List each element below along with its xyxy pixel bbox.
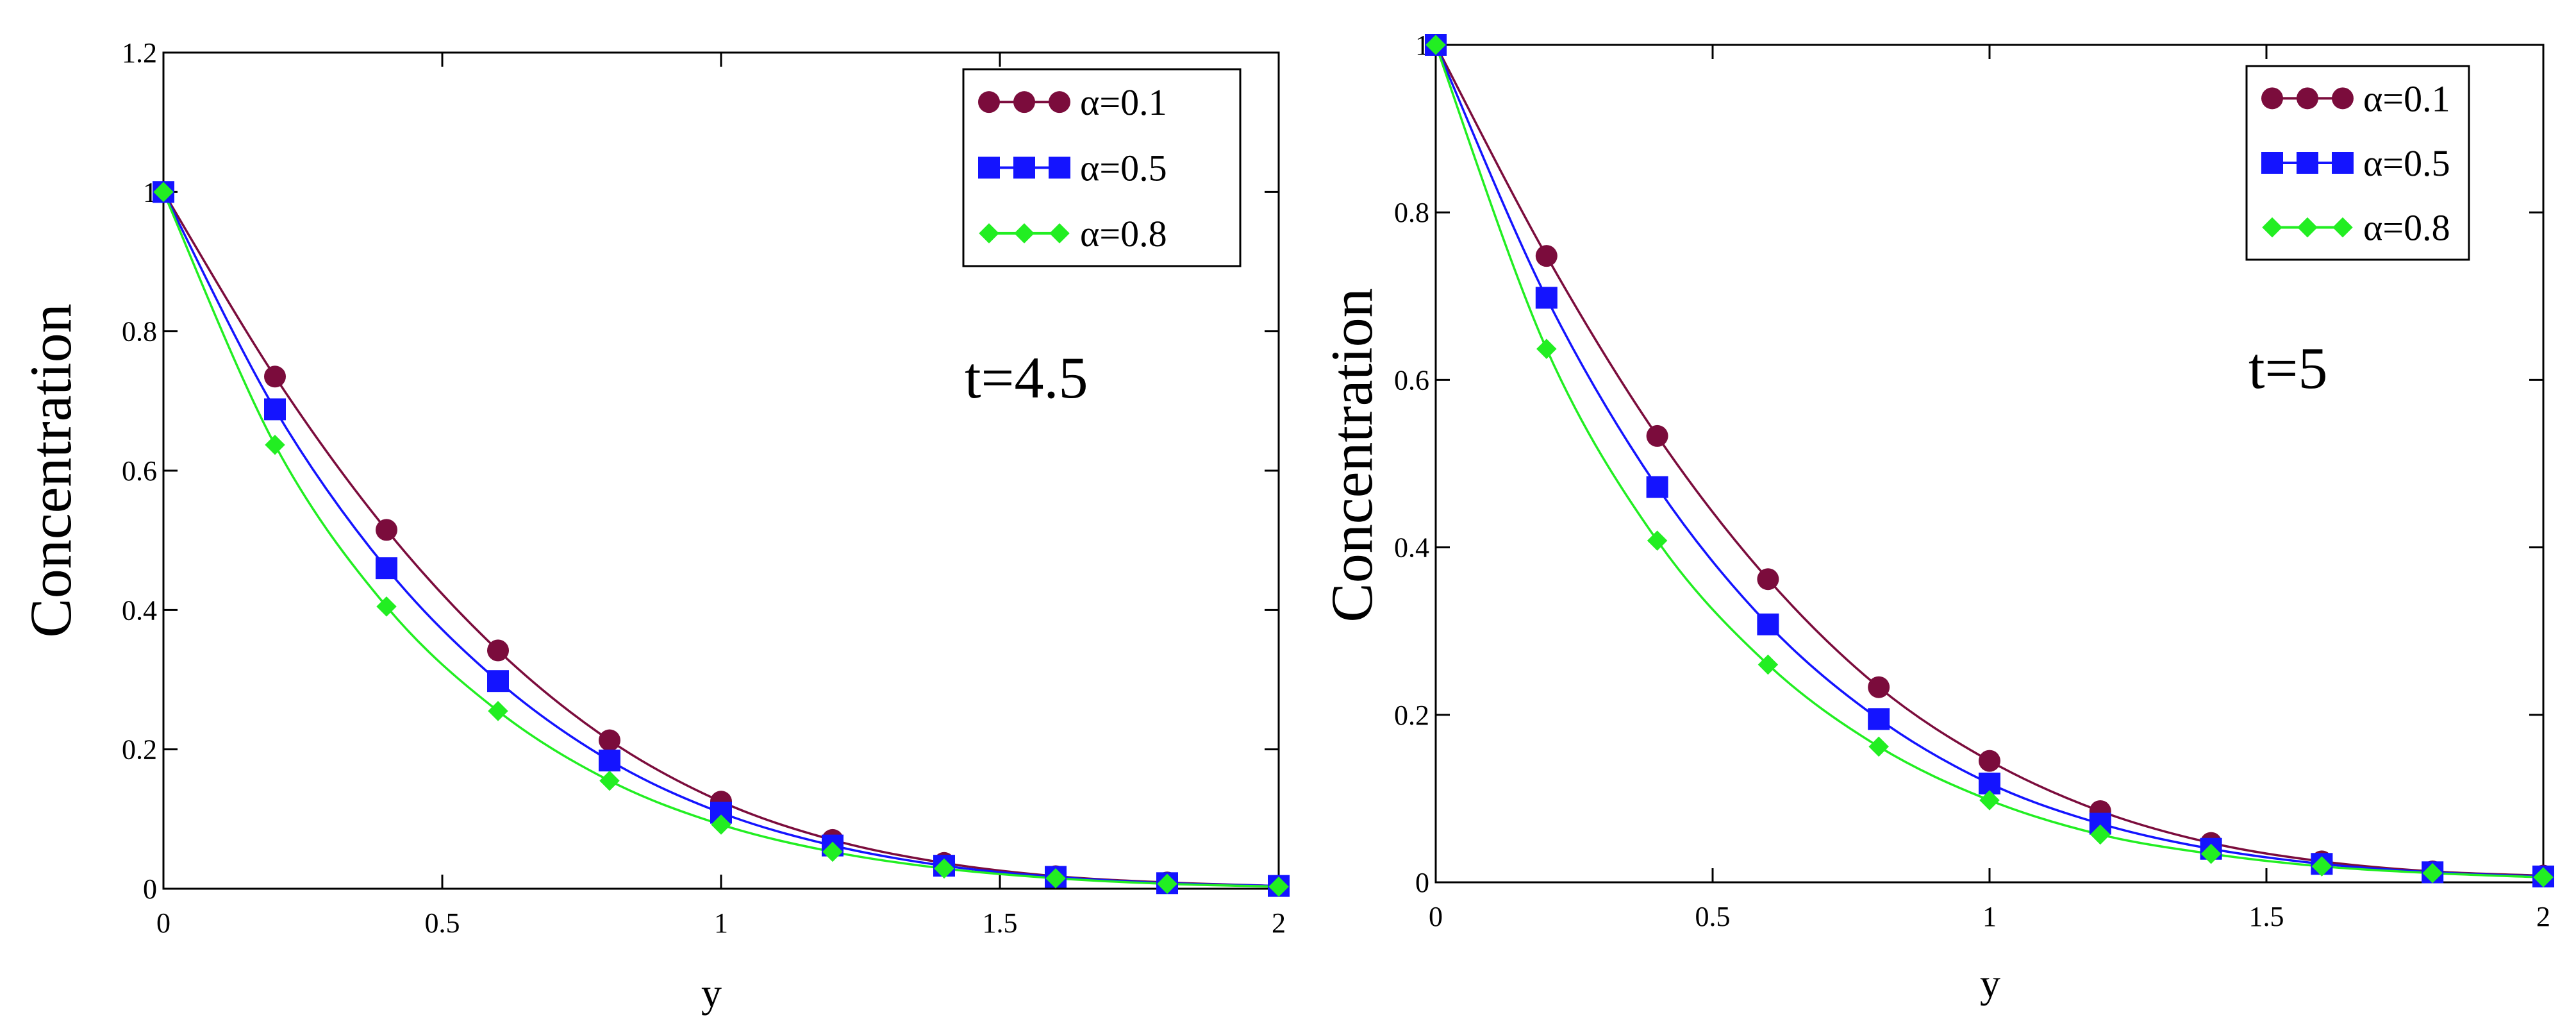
data-point: [1536, 339, 1557, 359]
data-point: [1868, 708, 1890, 730]
y-tick-label: 0.6: [1394, 364, 1429, 396]
x-tick-label: 1: [1982, 901, 1997, 932]
legend-swatch-marker: [978, 91, 1000, 113]
y-tick-label: 0.6: [122, 455, 157, 487]
legend-swatch-marker: [979, 223, 999, 244]
data-point: [599, 750, 620, 772]
y-tick-label: 0.4: [122, 594, 157, 626]
legend-label: α=0.8: [2363, 207, 2450, 249]
x-tick-label: 1: [714, 907, 728, 939]
data-point: [265, 435, 285, 455]
data-point: [487, 670, 509, 693]
chart-panel-right: 00.20.40.60.810 0.5 1 1.5 2Concentrationyt=5…: [1319, 29, 2554, 1006]
data-point: [264, 365, 286, 388]
legend-swatch-marker: [1049, 156, 1070, 179]
x-tick-label: 0.5: [425, 907, 460, 939]
data-point: [1757, 568, 1779, 591]
y-axis-label: Concentration: [18, 303, 83, 637]
x-tick-label: 0: [156, 907, 170, 939]
legend-label: α=0.5: [2363, 142, 2450, 184]
legend-swatch-marker: [2261, 87, 2283, 110]
y-tick-label: 0.8: [1394, 197, 1429, 228]
legend-swatch-marker: [2332, 217, 2353, 238]
data-point: [1868, 736, 1889, 757]
legend-swatch-marker: [1049, 223, 1070, 244]
data-point: [711, 814, 731, 835]
y-tick-label: 0.4: [1394, 532, 1429, 564]
data-point: [1646, 424, 1668, 447]
series-line: [162, 191, 1279, 887]
legend-swatch-marker: [2261, 152, 2283, 174]
data-point: [599, 770, 620, 791]
chart-panel-left: 00.20.40.60.811.20 0.5 1 1.5 2Concentrationy…: [18, 37, 1290, 1016]
data-point: [1268, 876, 1289, 897]
series-line: [162, 191, 1279, 887]
legend-label: α=0.1: [2363, 78, 2450, 119]
legend-label: α=0.5: [1080, 147, 1167, 189]
legend-swatch-marker: [2297, 217, 2318, 238]
data-point: [2533, 867, 2554, 887]
data-point: [1646, 476, 1668, 498]
y-tick-label: 1.2: [122, 37, 157, 69]
time-annotation: t=4.5: [965, 345, 1088, 410]
legend-swatch-marker: [1013, 156, 1035, 179]
y-tick-label: 0.2: [1394, 700, 1429, 731]
legend-swatch-marker: [1013, 91, 1035, 113]
x-tick-label: 2: [1272, 907, 1286, 939]
x-tick-label: 1.5: [2249, 901, 2284, 932]
x-tick-label: 0.5: [1695, 901, 1731, 932]
time-annotation: t=5: [2248, 335, 2327, 401]
data-point: [2311, 856, 2332, 877]
data-point: [822, 841, 843, 862]
data-point: [599, 729, 620, 752]
legend-label: α=0.1: [1080, 81, 1167, 123]
legend-swatch-marker: [2297, 87, 2318, 110]
legend-swatch-marker: [2262, 217, 2282, 238]
data-point: [376, 519, 397, 541]
series-line: [162, 191, 1279, 888]
data-point: [1647, 530, 1668, 551]
data-point: [264, 398, 286, 421]
data-point: [1868, 676, 1890, 698]
legend-label: α=0.8: [1080, 213, 1167, 255]
data-point: [1535, 287, 1558, 309]
data-point: [1425, 35, 1446, 55]
legend-swatch-marker: [978, 156, 1000, 179]
x-axis-label: y: [701, 970, 722, 1016]
legend-swatch-marker: [2297, 152, 2318, 174]
legend-swatch-marker: [2332, 152, 2354, 174]
x-tick-label: 0: [1429, 901, 1443, 932]
x-tick-label: 2: [2536, 901, 2550, 932]
data-point: [376, 557, 397, 580]
legend: α=0.1 α=0.5 α=0.8: [962, 68, 1242, 267]
x-tick-label: 1.5: [983, 907, 1018, 939]
y-tick-label: 0.8: [122, 316, 157, 348]
data-point: [376, 596, 397, 617]
data-point: [1045, 868, 1066, 889]
legend-swatch-marker: [1014, 223, 1035, 244]
data-point: [2422, 862, 2443, 884]
data-point: [487, 639, 509, 662]
y-tick-label: 0: [143, 873, 157, 905]
data-point: [2090, 824, 2111, 845]
data-point: [1979, 790, 2000, 810]
data-point: [488, 701, 508, 721]
data-point: [2200, 843, 2222, 864]
x-axis-label: y: [1980, 961, 2000, 1006]
legend-swatch-marker: [2332, 87, 2354, 110]
data-point: [1979, 750, 2000, 772]
data-point: [934, 858, 954, 879]
data-point: [1157, 873, 1177, 894]
data-point: [1757, 613, 1779, 635]
y-tick-label: 0: [1415, 867, 1429, 898]
data-point: [1535, 245, 1558, 267]
series-line: [1434, 44, 2544, 877]
data-point: [1757, 654, 1779, 675]
y-tick-label: 0.2: [122, 734, 157, 766]
legend-swatch-marker: [1049, 91, 1070, 113]
legend: α=0.1 α=0.5 α=0.8: [2245, 65, 2470, 261]
y-axis-label: Concentration: [1319, 288, 1384, 622]
data-point: [153, 181, 174, 203]
